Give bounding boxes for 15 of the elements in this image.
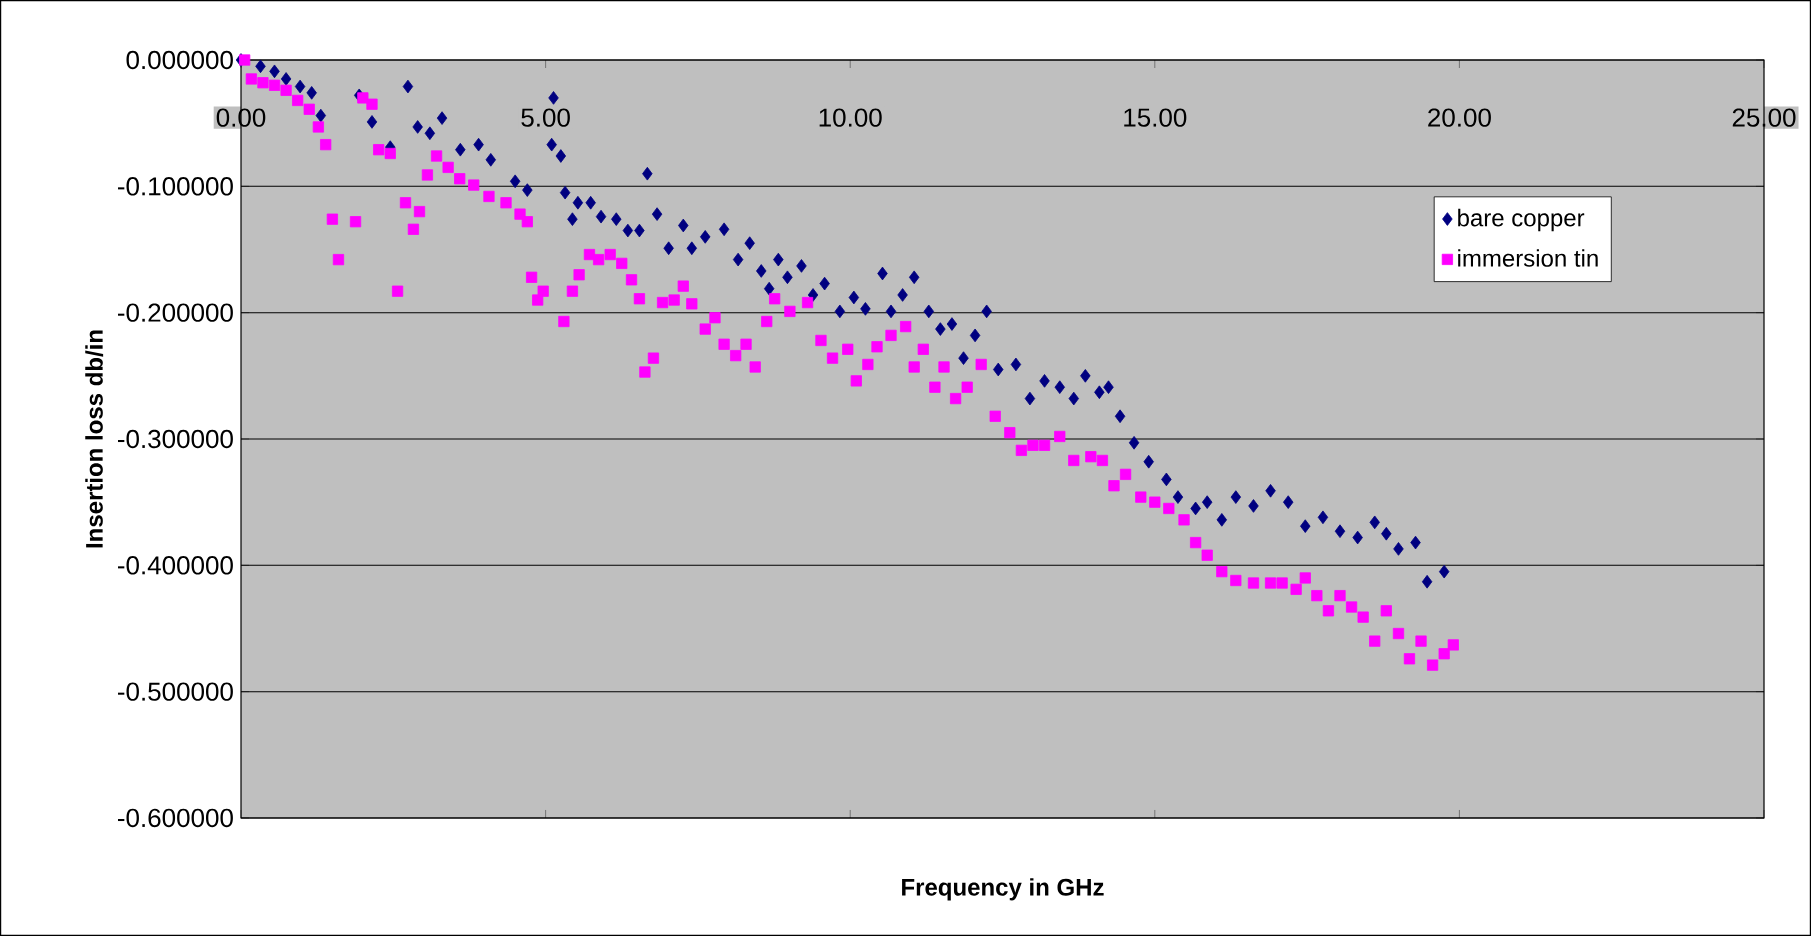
- x-tick-label: 15.00: [1124, 108, 1187, 127]
- y-tick-label: -0.400000: [118, 556, 233, 575]
- y-tick-label: -0.100000: [118, 177, 233, 196]
- y-tick-label: -0.500000: [118, 682, 233, 701]
- x-axis-title: Frequency in GHz: [902, 878, 1104, 901]
- y-axis-title: Insertion loss db/in: [85, 330, 104, 548]
- legend-label: immersion tin: [1458, 249, 1598, 267]
- y-tick-label: 0.000000: [126, 50, 233, 70]
- legend-label: bare copper: [1458, 208, 1585, 232]
- x-tick-label: 20.00: [1428, 108, 1491, 127]
- y-tick-label: -0.200000: [118, 303, 233, 322]
- y-tick-label: -0.600000: [118, 808, 233, 828]
- x-tick-label: 10.00: [819, 108, 882, 127]
- y-tick-label: -0.300000: [118, 429, 233, 449]
- x-tick-label: 5.00: [521, 108, 570, 127]
